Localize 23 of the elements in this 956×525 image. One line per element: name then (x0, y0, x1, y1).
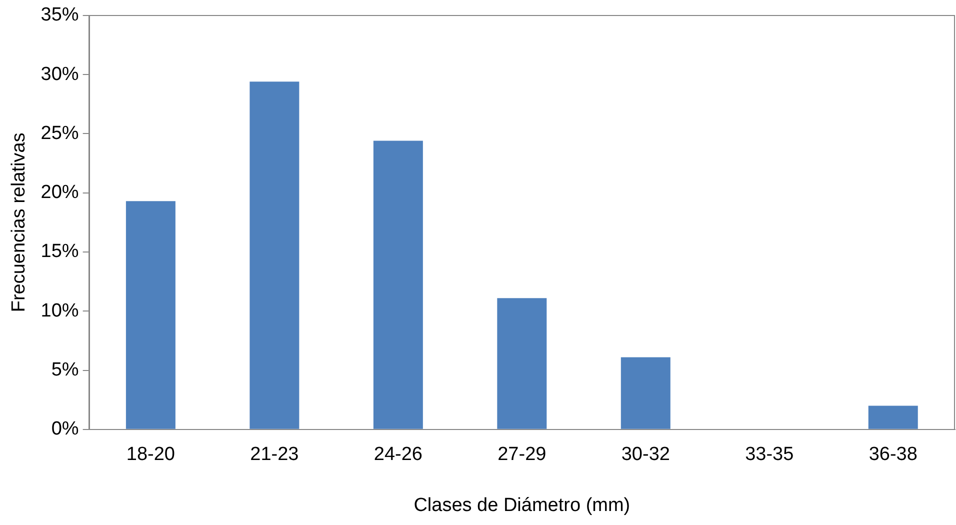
x-tick-label: 36-38 (868, 444, 918, 466)
y-tick-label: 15% (40, 241, 79, 262)
y-axis-title: Frecuencias relativas (8, 132, 30, 312)
x-axis-title: Clases de Diámetro (mm) (414, 494, 630, 516)
x-tick-label: 30-32 (621, 444, 670, 466)
y-tick-label: 0% (51, 418, 79, 440)
y-tick-label: 25% (40, 122, 79, 144)
x-tick-label: 21-23 (250, 444, 299, 466)
bar (868, 406, 918, 429)
bar (373, 140, 423, 429)
bar (497, 298, 547, 429)
x-tick-label: 33-35 (745, 444, 794, 466)
y-tick-label: 35% (40, 4, 79, 26)
y-tick-label: 10% (40, 300, 79, 322)
x-tick-label: 24-26 (374, 444, 422, 466)
bar (620, 357, 670, 429)
bar (126, 201, 176, 429)
y-tick-label: 20% (40, 182, 79, 204)
x-tick-label: 18-20 (126, 444, 175, 466)
bar (250, 82, 300, 429)
x-tick-label: 27-29 (498, 444, 546, 466)
y-tick-label: 5% (51, 359, 79, 380)
y-tick-label: 30% (40, 64, 79, 85)
